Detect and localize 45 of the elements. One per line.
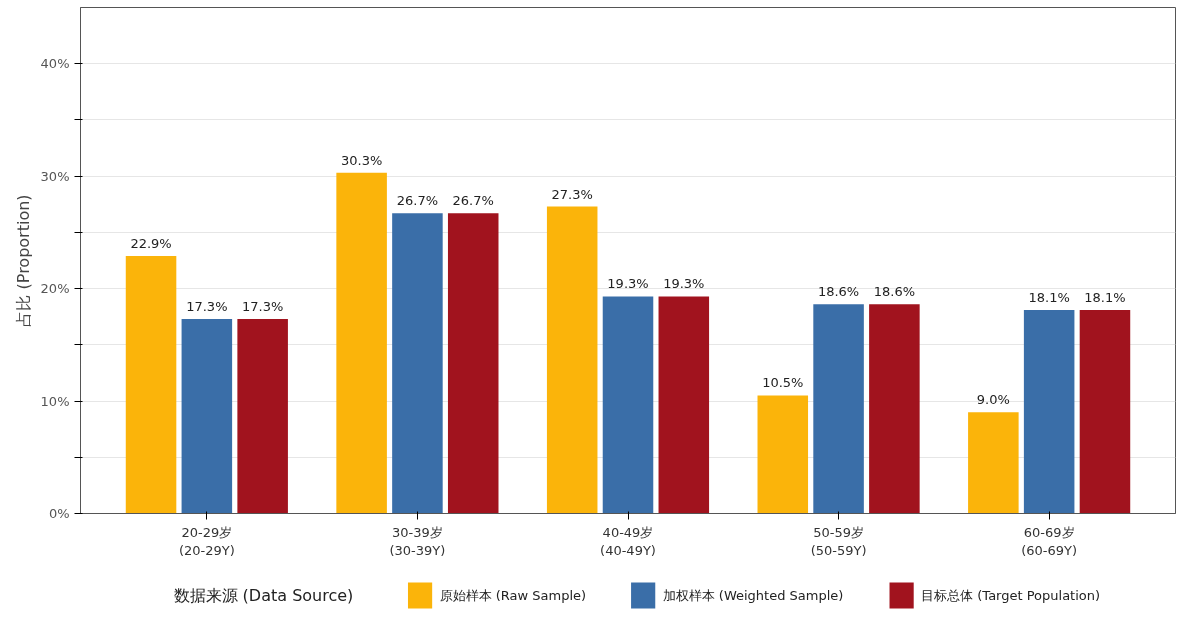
bar: [757, 395, 809, 514]
bar: [336, 172, 387, 514]
y-tick-label: 10%: [40, 393, 70, 409]
bar: [447, 213, 499, 514]
data-label: 10.5%: [762, 375, 804, 391]
data-label: 26.7%: [396, 193, 439, 209]
data-label: 22.9%: [130, 236, 172, 251]
y-tick-label: 0%: [48, 506, 70, 521]
y-tick-label: 20%: [40, 281, 70, 297]
data-label: 19.3%: [663, 276, 705, 292]
data-label: 18.6%: [817, 284, 860, 300]
data-label: 19.3%: [607, 276, 649, 292]
bar: [546, 206, 598, 514]
bar: [125, 256, 177, 514]
legend-title: 数据来源 (Data Source): [173, 586, 354, 605]
x-tick-label: 60-69岁 (60-69Y): [1021, 524, 1078, 558]
y-tick-label: 40%: [40, 56, 70, 72]
data-label: 26.7%: [452, 193, 494, 209]
bar: [869, 304, 920, 514]
bar: [1079, 309, 1131, 514]
bar: [181, 318, 233, 514]
bar: [658, 296, 710, 514]
x-tick-label: 50-59岁 (50-59Y): [810, 524, 867, 558]
data-label: 30.3%: [340, 152, 383, 168]
legend-label: 加权样本 (Weighted Sample): [662, 588, 844, 603]
data-label: 18.1%: [1084, 289, 1126, 305]
y-tick-label: 30%: [40, 168, 70, 184]
data-label: 17.3%: [186, 298, 228, 314]
bar: [237, 318, 288, 514]
data-label: 18.6%: [873, 284, 916, 300]
data-label: 9.0%: [976, 392, 1010, 408]
bar: [602, 296, 654, 514]
legend-label: 目标总体 (Target Population): [921, 588, 1101, 603]
y-axis-title: 占比 (Proportion): [13, 194, 33, 327]
bar: [1023, 309, 1075, 514]
bar: [968, 412, 1019, 514]
x-tick-label: 20-29岁 (20-29Y): [178, 524, 235, 558]
x-tick-label: 40-49岁 (40-49Y): [600, 524, 656, 558]
data-label: 17.3%: [242, 298, 284, 314]
bar: [392, 213, 443, 514]
data-label: 27.3%: [551, 186, 593, 202]
data-label: 18.1%: [1028, 289, 1070, 305]
bar: [813, 304, 864, 514]
legend-label: 原始样本 (Raw Sample): [439, 588, 587, 603]
x-tick-label: 30-39岁 (30-39Y): [389, 524, 446, 558]
